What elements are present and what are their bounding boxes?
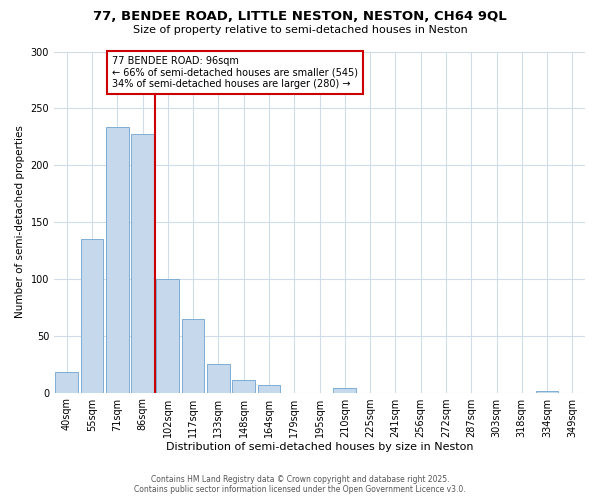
Text: 77, BENDEE ROAD, LITTLE NESTON, NESTON, CH64 9QL: 77, BENDEE ROAD, LITTLE NESTON, NESTON, … bbox=[93, 10, 507, 23]
Bar bbox=[157, 279, 179, 392]
Bar bbox=[131, 134, 154, 392]
Bar bbox=[106, 126, 128, 392]
Bar bbox=[334, 388, 356, 392]
Bar bbox=[182, 318, 205, 392]
Text: 77 BENDEE ROAD: 96sqm
← 66% of semi-detached houses are smaller (545)
34% of sem: 77 BENDEE ROAD: 96sqm ← 66% of semi-deta… bbox=[112, 56, 358, 89]
Bar bbox=[80, 239, 103, 392]
Bar bbox=[257, 384, 280, 392]
Text: Contains HM Land Registry data © Crown copyright and database right 2025.
Contai: Contains HM Land Registry data © Crown c… bbox=[134, 474, 466, 494]
Bar bbox=[55, 372, 78, 392]
Y-axis label: Number of semi-detached properties: Number of semi-detached properties bbox=[15, 126, 25, 318]
Bar bbox=[207, 364, 230, 392]
Text: Size of property relative to semi-detached houses in Neston: Size of property relative to semi-detach… bbox=[133, 25, 467, 35]
X-axis label: Distribution of semi-detached houses by size in Neston: Distribution of semi-detached houses by … bbox=[166, 442, 473, 452]
Bar bbox=[232, 380, 255, 392]
